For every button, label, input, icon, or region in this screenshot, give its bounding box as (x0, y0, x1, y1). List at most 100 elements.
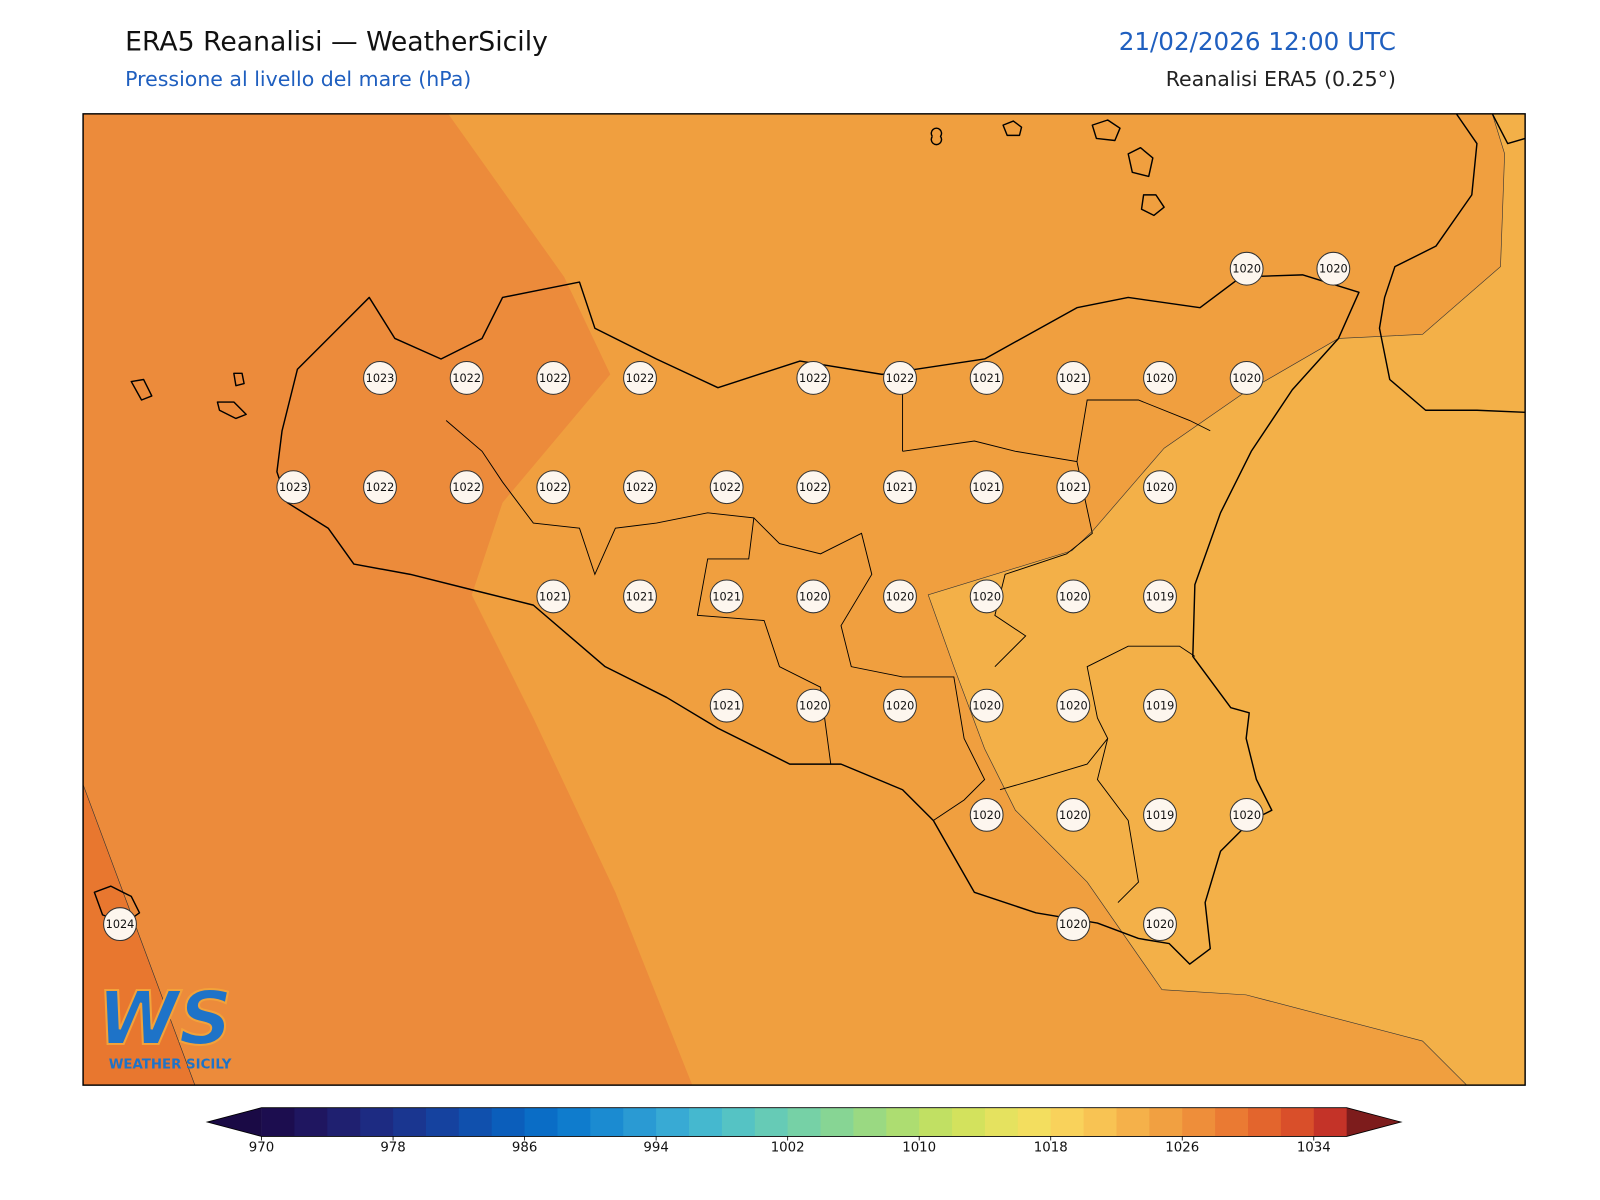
station-marker (1056, 797, 1091, 832)
station-marker (623, 470, 657, 505)
colorbar-box (590, 1107, 624, 1137)
station-marker (883, 470, 917, 505)
field-low (927, 113, 1526, 1086)
station-marker (1143, 797, 1177, 832)
colorbar-tick-label: 986 (512, 1141, 537, 1156)
station-value: 1021 (712, 590, 741, 603)
colorbar-box (623, 1107, 657, 1137)
station-marker (709, 688, 744, 723)
station-value: 1022 (799, 372, 828, 385)
colorbar-tick-label: 1010 (902, 1141, 936, 1156)
station-value: 1020 (1059, 590, 1088, 603)
station-value: 1022 (539, 481, 568, 494)
subtitle: Pressione al livello del mare (hPa) (125, 67, 471, 91)
station-marker (449, 470, 484, 505)
station-marker (103, 907, 137, 942)
province-borders (445, 369, 1211, 903)
station-marker (1143, 470, 1177, 505)
station-value: 1020 (1146, 918, 1175, 931)
colorbar-over (1346, 1107, 1402, 1137)
map-frame (82, 113, 1526, 1086)
colorbar-box (1116, 1107, 1150, 1137)
colorbar-box (853, 1107, 887, 1137)
colorbar-box (1149, 1107, 1183, 1137)
colorbar-box (458, 1107, 493, 1137)
station-value: 1020 (1232, 263, 1261, 276)
station-value: 1021 (886, 481, 915, 494)
colorbar-box (787, 1107, 822, 1137)
station-value: 1021 (539, 590, 568, 603)
station-marker (276, 470, 311, 505)
colorbar-box (327, 1107, 361, 1137)
station-value: 1020 (1059, 700, 1088, 713)
station-marker (449, 361, 484, 395)
station-value: 1023 (279, 481, 308, 494)
station-value: 1022 (452, 372, 481, 385)
field-high (83, 113, 693, 1086)
station-value: 1022 (626, 481, 655, 494)
station-marker (1229, 797, 1264, 832)
station-marker (1143, 907, 1177, 942)
station-value: 1019 (1146, 700, 1175, 713)
station-marker (536, 361, 571, 395)
colorbar-under (207, 1107, 262, 1137)
station-value: 1022 (799, 481, 828, 494)
station-value: 1020 (799, 590, 828, 603)
colorbar-box (294, 1107, 328, 1137)
station-value: 1020 (799, 700, 828, 713)
station-marker (796, 688, 831, 723)
colorbar-box (689, 1107, 723, 1137)
station-marker (363, 470, 397, 505)
station-marker (1056, 361, 1091, 395)
colorbar-box (491, 1107, 526, 1137)
colorbar-box (425, 1107, 460, 1137)
colorbar-box (754, 1107, 789, 1137)
station-marker (1056, 907, 1091, 942)
coastline-sicily (276, 274, 1360, 965)
colorbar-box (557, 1107, 591, 1137)
colorbar-box (1280, 1107, 1315, 1137)
colorbar-box (1313, 1107, 1348, 1137)
station-value: 1023 (366, 372, 395, 385)
map: 1020 1020 1023 1022 1022 1022 1022 1022 1021 1021… (82, 113, 1526, 1086)
colorbar-box (360, 1107, 394, 1137)
colorbar-box (1248, 1107, 1282, 1137)
colorbar-box (1182, 1107, 1216, 1137)
station-value: 1022 (366, 481, 395, 494)
station-value: 1020 (972, 700, 1001, 713)
station-marker (363, 361, 397, 395)
station-value: 1020 (886, 590, 915, 603)
station-value: 1020 (1232, 809, 1261, 822)
station-value: 1022 (539, 372, 568, 385)
station-value: 1020 (1319, 263, 1348, 276)
colorbar-box (524, 1107, 558, 1137)
station-marker (1229, 251, 1264, 286)
station-value: 1020 (1232, 372, 1261, 385)
colorbar-tick-label: 994 (643, 1141, 668, 1156)
station-marker (796, 361, 831, 395)
station-marker (1143, 361, 1177, 395)
station-marker (969, 361, 1004, 395)
station-marker (969, 688, 1004, 723)
station-value: 1020 (1146, 481, 1175, 494)
station-value: 1021 (1059, 481, 1088, 494)
station-marker (623, 579, 657, 614)
colorbar-box (261, 1107, 295, 1137)
colorbar-box (820, 1107, 854, 1137)
colorbar: 970 978 986 994 1002 1010 1018 1026 1034 (205, 1107, 1403, 1156)
colorbar-box (919, 1107, 953, 1137)
station-value: 1020 (1146, 372, 1175, 385)
station-value: 1020 (972, 809, 1001, 822)
colorbar-box (721, 1107, 756, 1137)
station-marker (1229, 361, 1264, 395)
colorbar-tick-label: 970 (249, 1141, 274, 1156)
station-marker (536, 470, 571, 505)
colorbar-tick-label: 1034 (1297, 1141, 1331, 1156)
station-value: 1022 (452, 481, 481, 494)
colorbar-box (656, 1107, 690, 1137)
title: ERA5 Reanalisi — WeatherSicily (125, 27, 548, 58)
source: Reanalisi ERA5 (0.25°) (1166, 67, 1396, 91)
station-marker (969, 470, 1004, 505)
colorbar-box (1017, 1107, 1052, 1137)
